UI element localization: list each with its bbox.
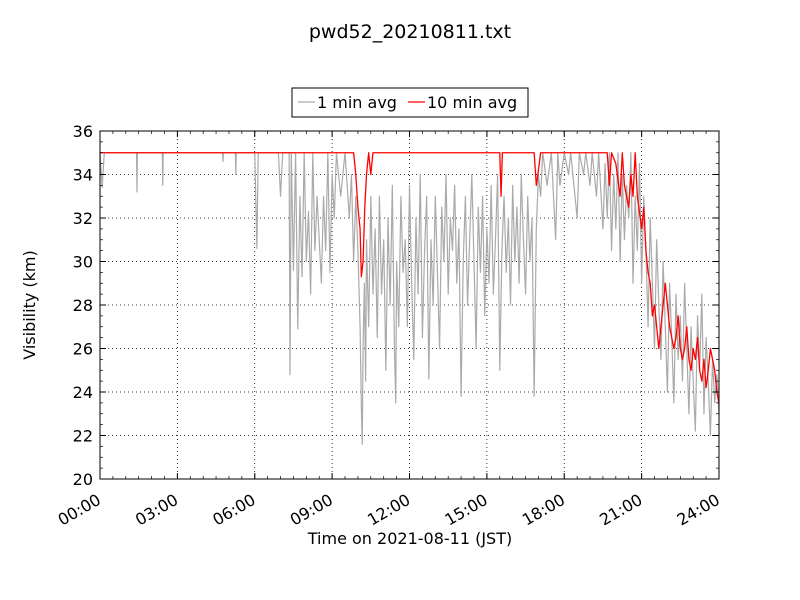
y-tick-label: 34 xyxy=(73,166,93,185)
y-tick-label: 36 xyxy=(73,122,93,141)
series-line-10-min-avg xyxy=(100,152,720,404)
y-tick-label: 30 xyxy=(73,253,93,272)
y-axis-label: Visibility (km) xyxy=(20,250,39,359)
series-layer xyxy=(99,152,720,445)
y-tick-label: 32 xyxy=(73,209,93,228)
y-tick-label: 28 xyxy=(73,296,93,315)
legend-label: 1 min avg xyxy=(317,93,397,112)
y-tick-label: 24 xyxy=(73,383,93,402)
y-tick-label: 22 xyxy=(73,427,93,446)
series-line-1-min-avg xyxy=(99,152,720,445)
y-tick-label: 20 xyxy=(73,470,93,489)
legend: 1 min avg 10 min avg xyxy=(291,87,529,118)
x-axis-label: Time on 2021-08-11 (JST) xyxy=(307,529,512,548)
chart-title: pwd52_20210811.txt xyxy=(309,21,511,43)
legend-label: 10 min avg xyxy=(427,93,517,112)
y-tick-label: 26 xyxy=(73,340,93,359)
